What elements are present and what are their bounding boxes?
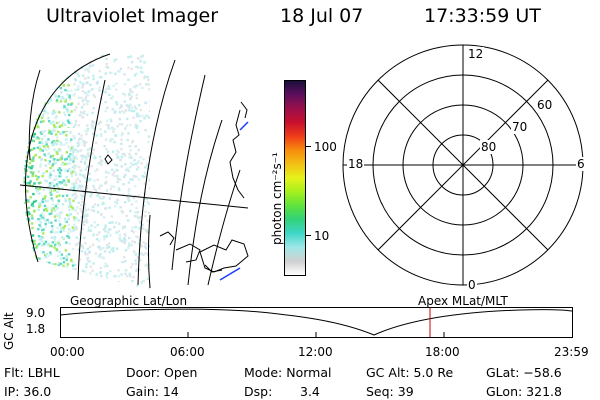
geographic-map-panel (19, 52, 249, 290)
altitude-curve (60, 308, 573, 336)
color-scale-bar (284, 80, 306, 276)
timeline-x-ticks (187, 332, 445, 338)
info-gain: Gain: 14 (126, 384, 179, 399)
polar-label-6: 6 (576, 157, 586, 171)
terminator-marker (219, 267, 241, 281)
auroral-emission-image (23, 52, 150, 290)
lat-lon-grid (19, 59, 249, 289)
info-filter: Flt: LBHL (4, 365, 60, 380)
info-mode: Mode: Normal (244, 365, 332, 380)
timeline-y-axis-label: GC Alt (2, 312, 16, 350)
earth-limb (25, 53, 111, 263)
info-door: Door: Open (126, 365, 198, 380)
polar-diagonal-2 (377, 79, 549, 251)
colorbar-unit-label: photon cm⁻²s⁻¹ (270, 152, 284, 245)
polar-mlt-grid (342, 44, 584, 286)
info-seq: Seq: 39 (366, 384, 414, 399)
info-glat: GLat: −58.6 (486, 365, 562, 380)
polar-lat-80: 80 (480, 140, 498, 154)
timeline-ytick-low: 1.8 (26, 322, 46, 336)
timeline-ytick-high: 9.0 (26, 306, 46, 320)
info-ip: IP: 36.0 (4, 384, 52, 399)
timeline-altitude-plot (60, 307, 573, 338)
polar-lat-70: 70 (511, 120, 529, 134)
instrument-title: Ultraviolet Imager (46, 5, 219, 27)
spacecraft-direction-marker (239, 121, 249, 131)
colorbar-tick-10 (306, 235, 311, 236)
polar-lat-60: 60 (536, 98, 554, 112)
polar-label-12: 12 (467, 47, 485, 61)
info-gc-alt: GC Alt: 5.0 Re (366, 365, 454, 380)
coastlines (104, 101, 249, 273)
timeline-xtick-1800: 18:00 (425, 345, 460, 359)
info-dsp-value: 3.4 (300, 384, 320, 399)
timeline-xtick-2359: 23:59 (554, 345, 589, 359)
polar-label-18: 18 (347, 157, 365, 171)
info-glon: GLon: 321.8 (486, 384, 562, 399)
timeline-xtick-0600: 06:00 (170, 345, 205, 359)
timeline-right-label: Apex MLat/MLT (418, 294, 508, 308)
time-label: 17:33:59 UT (424, 5, 541, 27)
polar-label-0: 0 (467, 278, 477, 292)
date-label: 18 Jul 07 (280, 5, 364, 27)
info-dsp-label: Dsp: (244, 384, 273, 399)
timeline-xtick-0000: 00:00 (50, 345, 85, 359)
timeline-xtick-1200: 12:00 (298, 345, 333, 359)
colorbar-tick-100 (306, 146, 311, 147)
colorbar-label-10: 10 (314, 229, 330, 243)
timeline-left-label: Geographic Lat/Lon (70, 294, 188, 308)
colorbar-label-100: 100 (314, 140, 337, 154)
